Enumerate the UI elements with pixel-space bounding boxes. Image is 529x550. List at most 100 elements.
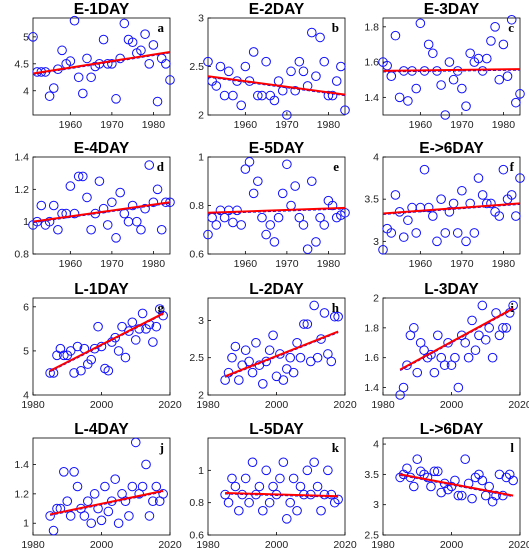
y-tick-label: 5 bbox=[23, 31, 29, 43]
panel-title: L-5DAY bbox=[249, 421, 304, 438]
data-point bbox=[439, 360, 450, 370]
data-point bbox=[443, 337, 453, 348]
data-point bbox=[140, 29, 150, 39]
y-tick-label: 1 bbox=[23, 216, 29, 228]
data-point bbox=[102, 220, 113, 230]
data-point bbox=[515, 89, 525, 99]
x-tick-label: 2020 bbox=[508, 539, 529, 550]
panel-b: E-2DAY b 1960 1970 1980 2 2.5 3 bbox=[189, 1, 350, 131]
panel-g: L-1DAY g 1980 2000 2020 4 5 6 bbox=[21, 281, 182, 411]
data-point bbox=[234, 375, 244, 385]
trend-line bbox=[207, 75, 346, 96]
x-tick-label: 1980 bbox=[142, 258, 166, 270]
data-point bbox=[461, 236, 471, 247]
data-point bbox=[487, 352, 498, 363]
data-point bbox=[429, 367, 440, 378]
data-point bbox=[477, 475, 488, 486]
data-point bbox=[140, 203, 150, 214]
data-point bbox=[501, 323, 512, 333]
y-tick-label: 3 bbox=[198, 315, 204, 327]
data-point bbox=[494, 211, 505, 221]
y-tick-label: 1.4 bbox=[364, 382, 379, 394]
y-tick-label: 3 bbox=[198, 13, 204, 25]
data-point bbox=[89, 343, 100, 354]
data-point bbox=[44, 216, 55, 227]
y-tick-label: 0.8 bbox=[14, 249, 29, 261]
data-point bbox=[211, 220, 222, 230]
data-point bbox=[474, 330, 484, 341]
data-point bbox=[152, 96, 163, 107]
plot-frame bbox=[207, 17, 346, 116]
data-point bbox=[45, 511, 55, 521]
data-point bbox=[329, 497, 340, 508]
data-point bbox=[448, 74, 459, 85]
data-point bbox=[240, 473, 251, 484]
panel-letter: f bbox=[510, 159, 515, 174]
data-point bbox=[298, 220, 309, 230]
data-point bbox=[148, 40, 159, 50]
data-point bbox=[461, 101, 471, 111]
x-tick-label: 2000 bbox=[90, 539, 114, 550]
x-tick-label: 1970 bbox=[275, 119, 299, 131]
data-point bbox=[436, 487, 447, 498]
y-tick-label: 1.6 bbox=[364, 57, 379, 69]
data-point bbox=[444, 57, 455, 67]
trend-line bbox=[49, 489, 164, 516]
panel-title: E-4DAY bbox=[74, 140, 130, 157]
data-point bbox=[282, 110, 292, 120]
data-point bbox=[309, 300, 319, 311]
x-tick-label: 1960 bbox=[234, 258, 258, 270]
data-point bbox=[79, 511, 90, 521]
panel-d: E-4DAY d 1960 1970 1980 0.8 1 1.2 1.4 bbox=[14, 140, 175, 270]
data-point bbox=[323, 465, 333, 476]
data-point bbox=[258, 379, 268, 389]
data-point bbox=[294, 56, 305, 67]
data-point bbox=[467, 315, 477, 326]
x-tick-label: 1970 bbox=[100, 119, 124, 131]
data-point bbox=[257, 212, 267, 223]
data-point bbox=[290, 85, 300, 96]
data-point bbox=[261, 465, 272, 476]
data-point bbox=[36, 200, 47, 211]
data-point bbox=[486, 198, 496, 209]
data-point bbox=[110, 474, 120, 484]
data-point bbox=[136, 224, 146, 235]
data-point bbox=[446, 481, 457, 492]
panel-letter: b bbox=[332, 20, 339, 35]
data-point bbox=[506, 14, 517, 25]
data-point bbox=[86, 354, 97, 365]
data-point bbox=[127, 317, 138, 328]
data-point bbox=[440, 110, 451, 120]
panel-title: L-2DAY bbox=[249, 281, 304, 298]
data-point bbox=[456, 490, 467, 501]
data-point bbox=[409, 481, 419, 492]
data-point bbox=[223, 497, 234, 508]
panel-letter: a bbox=[158, 20, 165, 35]
y-tick-label: 1 bbox=[198, 152, 204, 164]
x-tick-label: 1980 bbox=[196, 539, 220, 550]
data-point bbox=[120, 496, 131, 506]
data-point bbox=[403, 215, 413, 226]
data-point bbox=[148, 496, 158, 506]
data-point bbox=[144, 160, 155, 170]
data-point bbox=[453, 490, 464, 501]
data-point bbox=[269, 95, 280, 106]
data-point bbox=[311, 237, 321, 247]
plot-frame bbox=[207, 156, 346, 255]
data-point bbox=[65, 181, 76, 191]
data-point bbox=[131, 216, 142, 227]
x-tick-label: 1960 bbox=[59, 258, 83, 270]
data-point bbox=[295, 481, 306, 492]
data-point bbox=[484, 323, 494, 333]
data-point bbox=[327, 200, 338, 211]
plot-frame bbox=[207, 437, 346, 536]
x-tick-label: 2000 bbox=[265, 539, 289, 550]
data-point bbox=[319, 308, 330, 318]
x-tick-label: 1980 bbox=[196, 399, 220, 411]
data-point bbox=[403, 96, 413, 106]
data-point bbox=[302, 244, 313, 254]
data-point bbox=[502, 71, 513, 81]
x-tick-label: 2020 bbox=[158, 539, 182, 550]
trend-line bbox=[207, 206, 346, 214]
data-point bbox=[248, 47, 259, 57]
